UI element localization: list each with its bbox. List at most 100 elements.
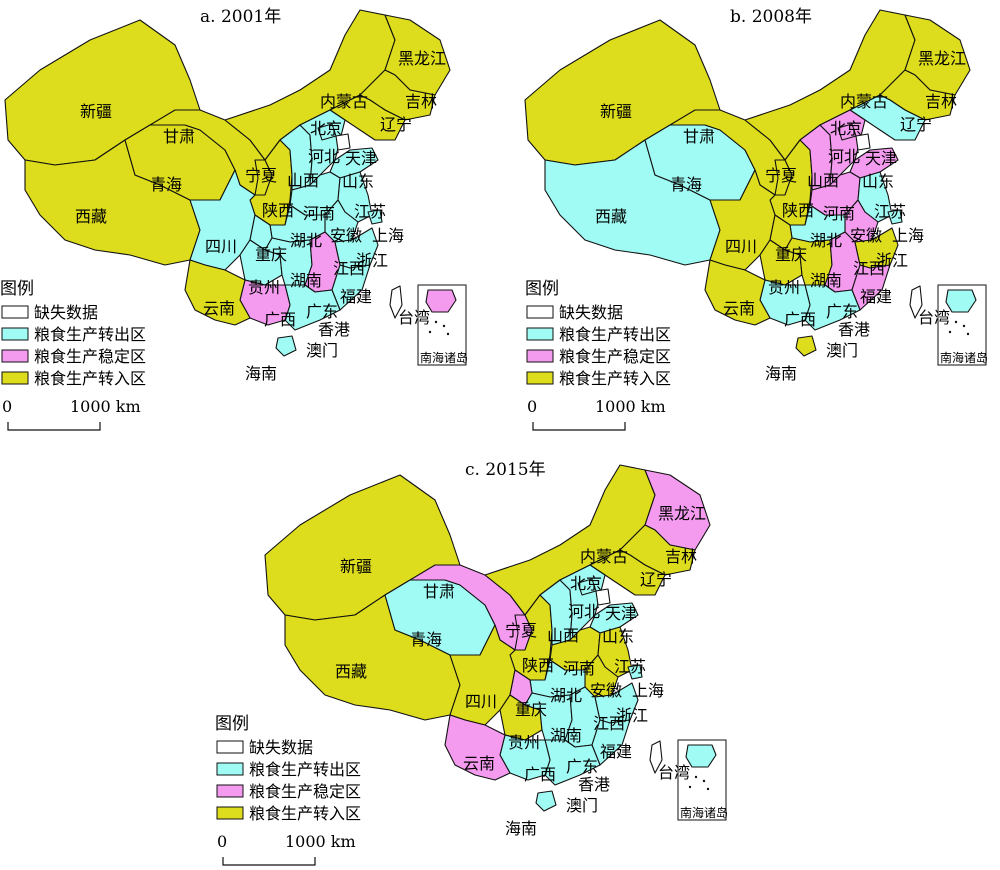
label-anhui: 安徽 — [330, 226, 362, 245]
label-shanxi: 山西 — [287, 171, 319, 190]
label-chongqing: 重庆 — [775, 245, 807, 264]
label-shanxi: 山西 — [547, 626, 579, 645]
label-shandong: 山东 — [602, 627, 634, 646]
scale-end-label: 1000 km — [70, 397, 141, 416]
label-shandong: 山东 — [862, 172, 894, 191]
label-heilongjiang: 黑龙江 — [658, 504, 706, 523]
label-heilongjiang: 黑龙江 — [918, 49, 966, 68]
label-jiangxi: 江西 — [853, 259, 885, 278]
label-taiwan: 台湾 — [398, 308, 430, 327]
label-hongkong: 香港 — [838, 320, 870, 339]
label-xinjiang: 新疆 — [340, 557, 372, 576]
label-beijing: 北京 — [310, 119, 342, 138]
label-henan: 河南 — [303, 204, 335, 223]
label-fujian: 福建 — [600, 742, 632, 761]
label-guangdong: 广东 — [566, 757, 598, 776]
label-hubei: 湖北 — [550, 686, 582, 705]
province-taiwan — [389, 285, 403, 319]
label-guangdong: 广东 — [826, 302, 858, 321]
legend-swatch-stable — [526, 349, 554, 363]
label-fujian: 福建 — [860, 287, 892, 306]
scale-start-label: 0 — [217, 832, 227, 851]
legend-swatch-export — [1, 327, 29, 341]
province-shanghai — [887, 209, 903, 225]
province-shanghai — [367, 209, 383, 225]
label-macau: 澳门 — [566, 796, 598, 815]
label-anhui: 安徽 — [850, 226, 882, 245]
label-tibet: 西藏 — [75, 207, 107, 226]
label-chongqing: 重庆 — [515, 700, 547, 719]
province-hainan — [275, 335, 297, 357]
label-ningxia: 宁夏 — [245, 166, 277, 185]
label-jiangsu: 江苏 — [354, 202, 386, 221]
label-hainan: 海南 — [505, 819, 537, 838]
label-shaanxi: 陕西 — [782, 201, 814, 220]
province-inset — [425, 289, 457, 313]
panel-title-b: b. 2008年 — [730, 7, 812, 27]
label-zhejiang: 浙江 — [356, 251, 388, 270]
label-sichuan: 四川 — [205, 237, 237, 256]
legend-label-import: 粮食生产转入区 — [559, 369, 671, 388]
label-henan: 河南 — [823, 204, 855, 223]
label-yunnan: 云南 — [723, 299, 755, 318]
province-tianjin — [335, 133, 351, 151]
label-tianjin: 天津 — [865, 149, 897, 168]
label-jiangsu: 江苏 — [614, 657, 646, 676]
panel-title-a: a. 2001年 — [200, 7, 281, 27]
label-jiangxi: 江西 — [593, 714, 625, 733]
label-guangxi: 广西 — [524, 765, 556, 784]
legend-swatch-stable — [1, 349, 29, 363]
legend-swatch-missing — [526, 305, 554, 319]
label-macau: 澳门 — [306, 341, 338, 360]
label-ningxia: 宁夏 — [765, 166, 797, 185]
legend-swatch-import — [1, 371, 29, 385]
label-chongqing: 重庆 — [255, 245, 287, 264]
province-taiwan — [909, 285, 923, 319]
label-neimenggu: 内蒙古 — [320, 92, 368, 111]
label-taiwan: 台湾 — [658, 763, 690, 782]
label-macau: 澳门 — [826, 341, 858, 360]
label-gansu: 甘肃 — [163, 127, 195, 146]
legend-swatch-missing — [1, 305, 29, 319]
province-tianjin — [855, 133, 871, 151]
scale-bar — [7, 422, 101, 431]
province-taiwan — [649, 740, 663, 774]
label-guangxi: 广西 — [784, 310, 816, 329]
label-hongkong: 香港 — [578, 775, 610, 794]
label-henan: 河南 — [563, 659, 595, 678]
label-beijing: 北京 — [830, 119, 862, 138]
label-guangdong: 广东 — [306, 302, 338, 321]
label-liaoning: 辽宁 — [640, 570, 672, 589]
label-shandong: 山东 — [342, 172, 374, 191]
label-hunan: 湖南 — [810, 271, 842, 290]
legend-label-export: 粮食生产转出区 — [559, 325, 671, 344]
label-ningxia: 宁夏 — [505, 621, 537, 640]
label-beijing: 北京 — [570, 574, 602, 593]
label-shaanxi: 陕西 — [262, 201, 294, 220]
scale-start-label: 0 — [527, 397, 537, 416]
label-shaanxi: 陕西 — [522, 656, 554, 675]
label-tibet: 西藏 — [335, 662, 367, 681]
label-jiangsu: 江苏 — [874, 202, 906, 221]
label-taiwan: 台湾 — [918, 308, 950, 327]
label-tibet: 西藏 — [595, 207, 627, 226]
legend-swatch-export — [216, 762, 244, 776]
label-hainan: 海南 — [765, 364, 797, 383]
label-qinghai: 青海 — [150, 175, 182, 194]
label-yunnan: 云南 — [203, 299, 235, 318]
scale-bar — [532, 422, 626, 431]
label-hebei: 河北 — [308, 147, 340, 166]
label-sichuan: 四川 — [465, 692, 497, 711]
inset-label: 南海诸岛 — [420, 350, 468, 365]
label-qinghai: 青海 — [410, 630, 442, 649]
label-sichuan: 四川 — [725, 237, 757, 256]
legend-title: 图例 — [0, 279, 34, 299]
legend-swatch-stable — [216, 784, 244, 798]
label-gansu: 甘肃 — [683, 127, 715, 146]
label-qinghai: 青海 — [670, 175, 702, 194]
legend-swatch-export — [526, 327, 554, 341]
